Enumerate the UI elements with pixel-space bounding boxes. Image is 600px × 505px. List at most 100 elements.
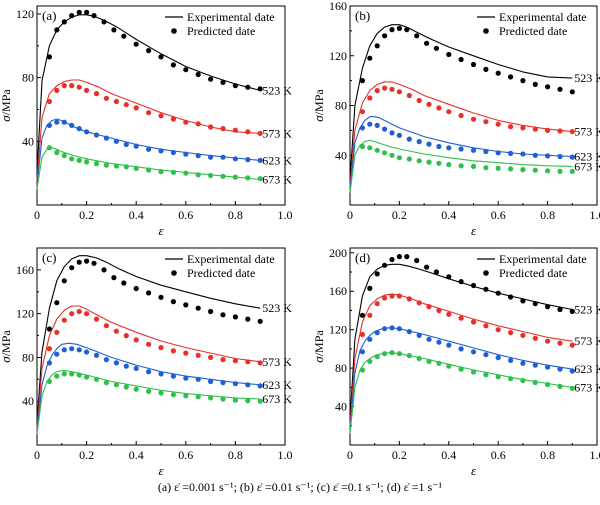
predicted-point [446,51,452,58]
predicted-point [158,345,164,351]
predicted-point [426,336,432,342]
predicted-point [113,163,119,169]
predicted-point [495,290,501,296]
predicted-point [557,306,563,313]
y-tick-label: 40 [335,400,347,414]
predicted-point [146,167,152,173]
predicted-point [382,262,388,268]
predicted-point [61,278,67,284]
predicted-point [458,146,464,152]
predicted-point [146,388,152,394]
predicted-point [46,122,53,128]
predicted-point [61,347,67,353]
predicted-point [404,27,410,33]
predicted-point [46,378,53,385]
predicted-point [170,348,176,354]
predicted-point [508,294,514,300]
predicted-point [133,285,139,292]
predicted-point [257,383,263,389]
predicted-point [458,366,464,372]
series-line-673k [349,139,573,193]
series-label: 523 K [262,83,292,97]
panel-label: (d) [355,250,370,265]
x-tick-label: 0 [347,208,353,222]
predicted-point [389,27,395,33]
predicted-point [103,95,109,101]
predicted-point [532,301,538,307]
predicted-point [433,45,439,51]
predicted-point [389,325,395,331]
predicted-point [557,383,563,389]
x-axis-label: ε [471,463,477,478]
x-tick-label: 1.0 [590,448,600,462]
predicted-point [367,312,373,318]
x-tick-label: 0.2 [392,448,407,462]
predicted-point [483,165,489,171]
predicted-point [495,355,501,361]
predicted-point [54,329,60,335]
series-line-523k [349,24,573,181]
predicted-point [183,350,189,356]
predicted-point [545,364,551,370]
predicted-point [103,162,109,168]
series-label: 673 K [262,173,292,187]
x-tick-label: 0.2 [79,448,94,462]
y-tick-label: 160 [16,263,34,277]
y-axis-label: σ/MPa [0,89,13,122]
predicted-point [257,176,263,182]
legend-predicted: Predicted date [187,24,255,38]
y-axis-label: σ/MPa [0,330,13,363]
predicted-point [382,85,388,91]
x-tick-label: 0.2 [392,208,407,222]
x-tick-label: 1.0 [590,208,600,222]
chart-panel-3: 0 0.2 0.4 0.6 0.8 1.0 40 80 120 160 ε σ/MPa (c) Exper… [0,247,293,478]
predicted-point [232,127,238,133]
predicted-point [545,381,551,388]
predicted-point [113,360,119,366]
predicted-point [121,33,127,39]
predicted-point [470,61,477,68]
predicted-point [446,109,452,115]
predicted-point [367,121,373,127]
predicted-point [508,74,514,80]
legend-dot-swatch [171,28,177,34]
predicted-point [508,357,514,363]
predicted-point [389,350,395,356]
y-tick-label: 120 [329,323,347,337]
x-tick-label: 0 [34,208,40,222]
x-tick-label: 0.8 [540,208,555,222]
predicted-point [426,159,432,165]
predicted-point [183,302,189,308]
predicted-point [93,91,100,97]
predicted-point [436,360,442,366]
predicted-point [84,374,90,380]
predicted-point [406,136,412,142]
y-tick-label: 80 [22,71,34,85]
y-tick-label: 40 [335,148,347,162]
predicted-point [557,168,563,174]
predicted-point [257,86,263,92]
x-axis-label: ε [158,223,164,238]
predicted-point [69,311,75,317]
predicted-point [458,346,464,352]
predicted-point [532,126,538,132]
predicted-point [545,127,551,133]
series-label: 623 K [574,362,600,376]
y-tick-label: 160 [329,284,347,298]
predicted-point [483,352,489,358]
predicted-point [220,173,226,179]
predicted-point [470,147,477,153]
x-tick-label: 0 [347,448,353,462]
predicted-point [257,398,263,404]
predicted-point [245,382,251,388]
predicted-point [508,124,514,130]
series-label: 573 K [574,334,600,348]
predicted-point [103,357,109,363]
legend-experimental: Experimental date [187,10,275,24]
predicted-point [520,151,526,157]
predicted-point [416,158,422,164]
predicted-point [532,362,538,368]
predicted-point [76,157,82,163]
predicted-point [426,304,432,310]
